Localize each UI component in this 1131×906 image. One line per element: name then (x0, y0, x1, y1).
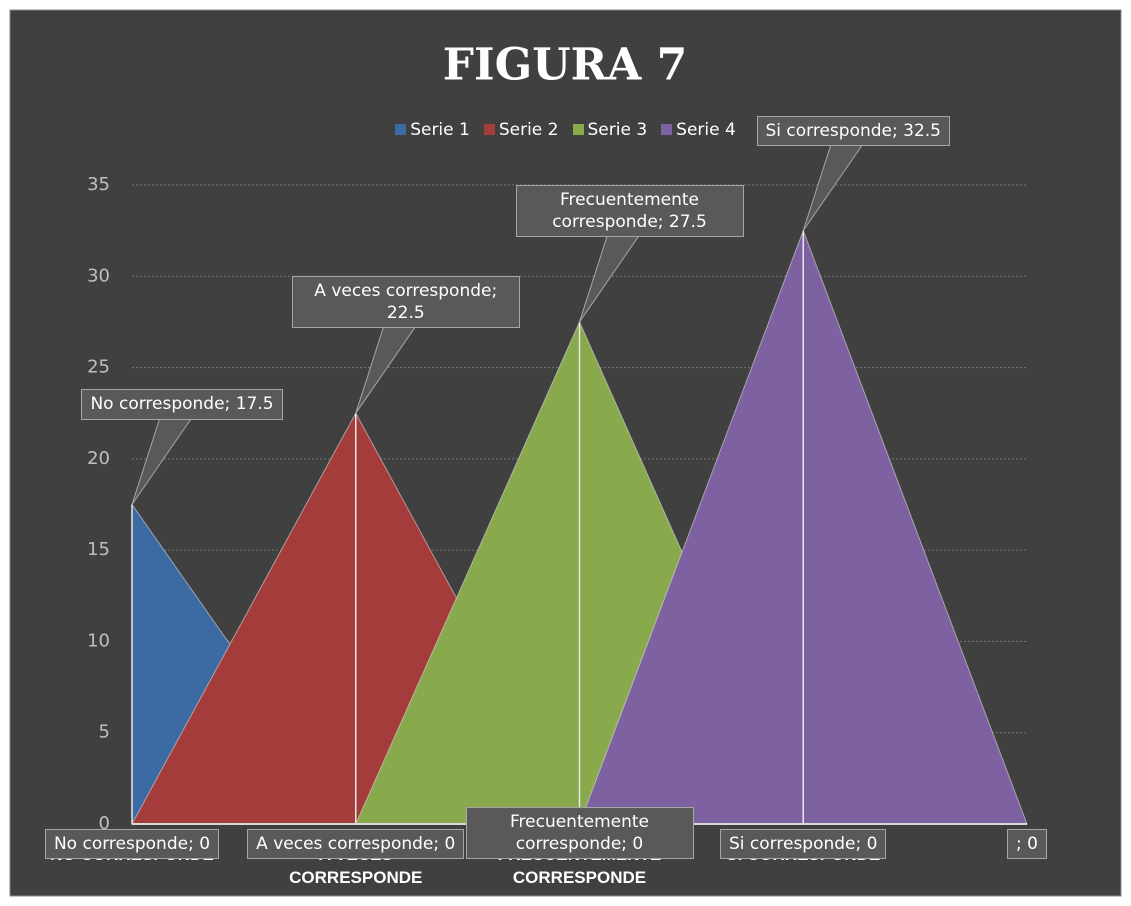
data-label-wrap: Frecuentemente corresponde; 0 (460, 719, 700, 859)
data-label-wrap: Frecuentemente corresponde; 27.5 (510, 97, 750, 237)
data-label-box: No corresponde; 17.5 (62, 280, 302, 420)
y-tick-label: 30 (87, 265, 110, 286)
chart-title: FIGURA 7 (443, 40, 687, 91)
legend-swatch (572, 124, 584, 135)
legend-swatch (483, 124, 495, 135)
legend-item: Serie 1 (395, 120, 470, 140)
data-label: ; 0 (1007, 828, 1047, 859)
legend-label: Serie 2 (498, 120, 559, 140)
data-label-box: Frecuentemente corresponde; 0 (460, 719, 700, 859)
data-label-box: Frecuentemente corresponde; 27.5 (510, 97, 750, 237)
legend-item: Serie 3 (572, 120, 648, 140)
y-tick-label: 10 (87, 630, 110, 651)
legend-item: Serie 2 (483, 120, 559, 140)
data-label-wrap: ; 0 (907, 719, 1131, 859)
data-label-box: Si corresponde; 32.5 (733, 6, 973, 146)
data-label: Si corresponde; 32.5 (756, 115, 950, 146)
y-tick-label: 5 (99, 722, 110, 743)
data-label: No corresponde; 0 (44, 828, 220, 859)
data-label: Si corresponde; 0 (720, 828, 887, 859)
data-label-wrap: Si corresponde; 32.5 (733, 6, 973, 146)
data-label-wrap: A veces corresponde; 0 (236, 719, 476, 859)
legend-item: Serie 4 (661, 120, 736, 140)
data-label: A veces corresponde; 22.5 (291, 276, 520, 329)
legend-swatch (661, 124, 673, 135)
legend-label: Serie 4 (676, 120, 736, 140)
data-label-wrap: No corresponde; 0 (12, 719, 252, 859)
y-tick-label: 25 (87, 357, 110, 378)
legend-swatch (395, 124, 407, 135)
legend-label: Serie 3 (587, 120, 648, 140)
data-label: A veces corresponde; 0 (247, 828, 465, 859)
data-label-box: A veces corresponde; 22.5 (286, 188, 526, 329)
data-label-box: ; 0 (907, 719, 1131, 859)
data-label: Frecuentemente corresponde; 0 (465, 806, 694, 859)
y-tick-label: 15 (87, 539, 110, 560)
y-tick-label: 0 (99, 813, 110, 834)
y-tick-label: 20 (87, 448, 110, 469)
data-label-wrap: Si corresponde; 0 (683, 719, 923, 859)
data-label: No corresponde; 17.5 (81, 389, 283, 420)
data-label: Frecuentemente corresponde; 27.5 (515, 184, 744, 237)
data-label-box: Si corresponde; 0 (683, 719, 923, 859)
legend: Serie 1 Serie 2 Serie 3 Serie 4 (0, 120, 1131, 140)
data-label-box: A veces corresponde; 0 (236, 719, 476, 859)
data-label-wrap: A veces corresponde; 22.5 (286, 188, 526, 329)
y-tick-label: 35 (87, 174, 110, 195)
legend-label: Serie 1 (410, 120, 470, 140)
data-label-wrap: No corresponde; 17.5 (62, 280, 302, 420)
data-label-box: No corresponde; 0 (12, 719, 252, 859)
